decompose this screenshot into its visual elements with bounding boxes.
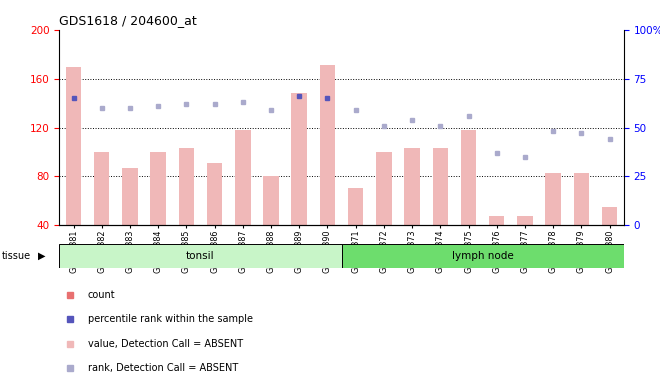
Bar — [376, 152, 391, 225]
Text: rank, Detection Call = ABSENT: rank, Detection Call = ABSENT — [88, 363, 238, 373]
Text: percentile rank within the sample: percentile rank within the sample — [88, 314, 253, 324]
Bar — [461, 130, 477, 225]
Bar — [405, 148, 420, 225]
Bar — [292, 93, 307, 225]
Text: value, Detection Call = ABSENT: value, Detection Call = ABSENT — [88, 339, 243, 349]
Bar — [207, 163, 222, 225]
Bar — [319, 65, 335, 225]
Bar — [150, 152, 166, 225]
Bar — [545, 172, 561, 225]
Bar — [179, 148, 194, 225]
Text: tissue: tissue — [1, 251, 30, 261]
Bar — [263, 176, 279, 225]
Text: lymph node: lymph node — [451, 251, 513, 261]
Bar — [517, 216, 533, 225]
Bar — [122, 168, 138, 225]
Text: count: count — [88, 290, 115, 300]
Text: tonsil: tonsil — [186, 251, 214, 261]
Text: ▶: ▶ — [38, 251, 46, 261]
Bar — [66, 67, 81, 225]
Bar — [94, 152, 110, 225]
Bar — [59, 244, 342, 268]
Bar — [348, 188, 364, 225]
Bar — [574, 172, 589, 225]
Bar — [602, 207, 617, 225]
Bar — [432, 148, 448, 225]
Text: GDS1618 / 204600_at: GDS1618 / 204600_at — [59, 15, 197, 27]
Bar — [342, 244, 624, 268]
Bar — [489, 216, 504, 225]
Bar — [235, 130, 251, 225]
